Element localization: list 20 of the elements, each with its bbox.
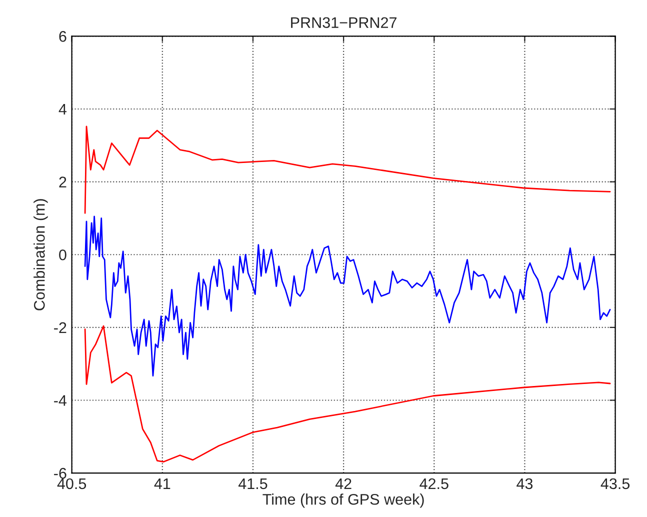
x-tick-label: 41 (154, 478, 170, 489)
y-tick-label: -6 (54, 468, 66, 479)
line-series (84, 216, 611, 377)
x-axis-title: Time (hrs of GPS week) (262, 494, 424, 508)
line-series (84, 325, 611, 462)
chart-title: PRN31−PRN27 (291, 17, 396, 28)
x-tick-label: 40.5 (57, 478, 86, 490)
y-tick-label: 4 (58, 104, 67, 115)
x-tick-label: 43 (516, 478, 533, 490)
y-tick-label: 0 (59, 249, 66, 260)
x-tick-label: 41.5 (238, 478, 268, 490)
y-tick-label: 2 (59, 176, 66, 188)
x-tick-label: 43.5 (600, 478, 630, 490)
line-series (84, 126, 611, 214)
y-tick-label: -4 (54, 395, 67, 406)
y-tick-label: -2 (54, 322, 66, 333)
y-axis-title: Combination (m) (34, 199, 48, 310)
x-tick-label: 42 (335, 478, 352, 489)
x-tick-label: 42.5 (420, 478, 448, 490)
y-tick-label: 6 (59, 31, 66, 42)
